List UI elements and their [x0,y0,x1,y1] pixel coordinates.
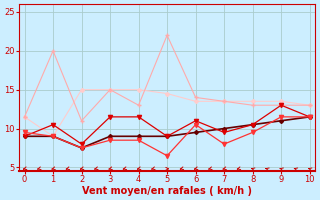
X-axis label: Vent moyen/en rafales ( km/h ): Vent moyen/en rafales ( km/h ) [82,186,252,196]
